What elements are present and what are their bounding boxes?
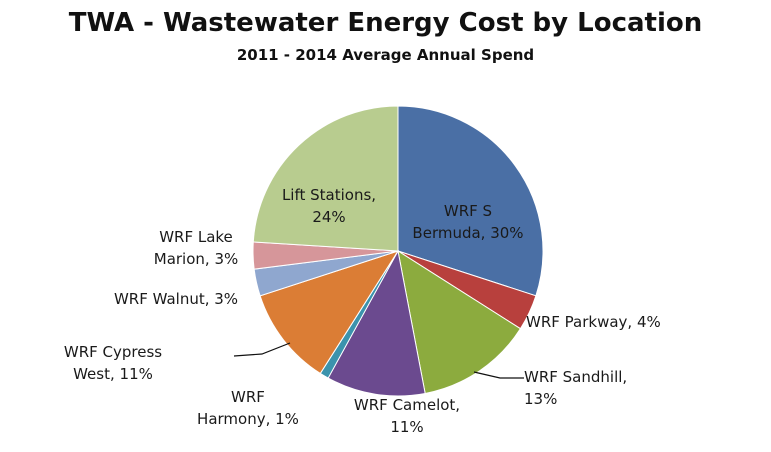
pie-slice-wrf-sandhill [397,249,522,395]
leader-line-wrf-cypress-west [233,342,291,357]
data-label-wrf-sandhill: WRF Sandhill, 13% [524,368,627,408]
data-label-wrf-harmony: WRF Harmony, 1% [197,388,299,428]
data-label-wrf-parkway: WRF Parkway, 4% [526,313,661,331]
pie-slice-wrf-camelot [327,249,426,397]
data-label-lift-stations: Lift Stations, 24% [282,186,376,226]
data-label-wrf-lake-marion: WRF Lake Marion, 3% [154,228,239,268]
chart-title: TWA - Wastewater Energy Cost by Location [68,8,703,38]
chart-subtitle: 2011 - 2014 Average Annual Spend [236,46,535,64]
pie-slice-wrf-cypress-west [259,250,400,375]
leader-line-wrf-sandhill [473,371,524,379]
data-label-wrf-walnut: WRF Walnut, 3% [114,290,238,308]
pie-slice-lift-stations [252,105,399,252]
data-label-wrf-cypress-west: WRF Cypress West, 11% [64,343,162,383]
data-label-wrf-camelot: WRF Camelot, 11% [354,396,460,436]
pie-slice-wrf-s-bermuda [397,105,544,297]
data-label-wrf-s-bermuda: WRF S Bermuda, 30% [412,202,523,242]
